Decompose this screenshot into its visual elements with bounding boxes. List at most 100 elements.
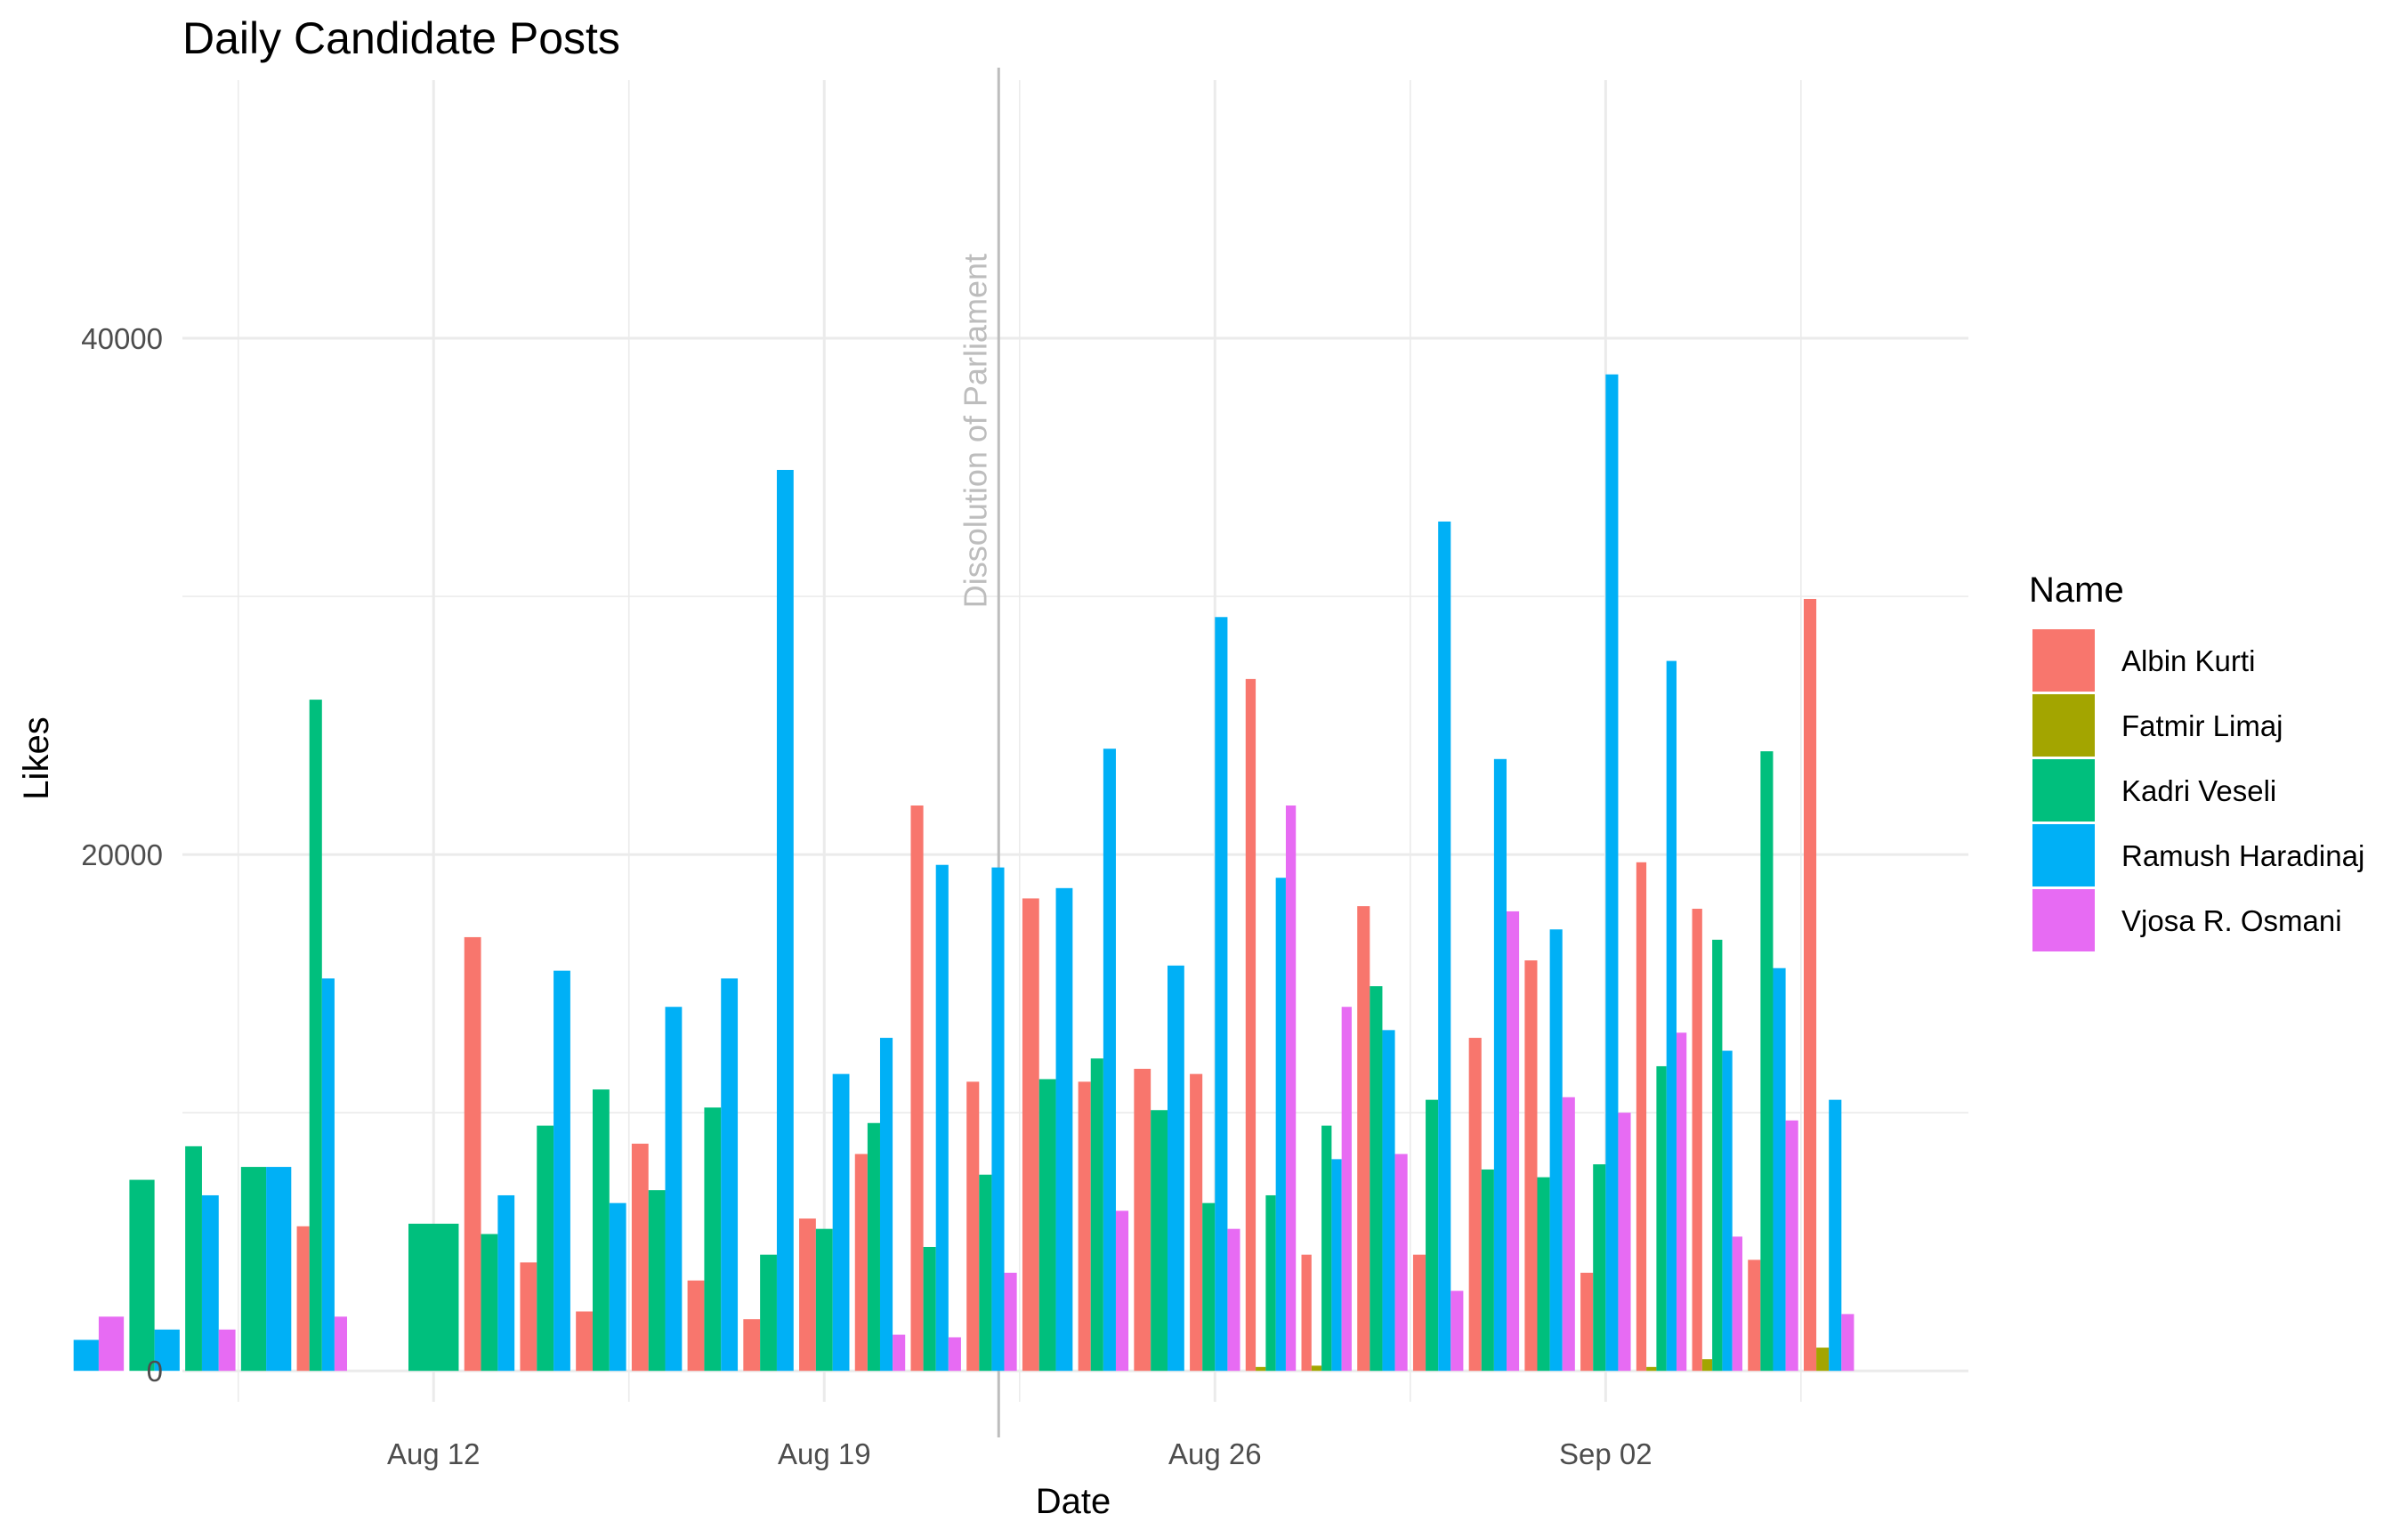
bar bbox=[1537, 1177, 1550, 1372]
bar bbox=[1549, 929, 1563, 1372]
bar bbox=[185, 1145, 202, 1372]
bar bbox=[1038, 1079, 1056, 1372]
bar bbox=[1370, 986, 1383, 1372]
bar bbox=[1167, 965, 1184, 1372]
bar bbox=[815, 1228, 833, 1372]
bar bbox=[1701, 1359, 1713, 1372]
bar bbox=[1692, 909, 1702, 1372]
bar bbox=[1524, 960, 1538, 1372]
bar bbox=[520, 1262, 537, 1372]
bar bbox=[1562, 1097, 1575, 1372]
bar bbox=[1357, 906, 1370, 1372]
bar bbox=[321, 978, 335, 1372]
bar bbox=[1618, 1113, 1631, 1372]
bar bbox=[218, 1329, 236, 1372]
x-tick-label: Aug 26 bbox=[1168, 1437, 1262, 1470]
bar bbox=[1394, 1154, 1408, 1372]
bar bbox=[537, 1125, 554, 1372]
bar bbox=[1202, 1202, 1216, 1372]
bar bbox=[1412, 1254, 1426, 1372]
bar bbox=[1676, 1032, 1687, 1372]
bar bbox=[554, 970, 570, 1372]
bar bbox=[631, 1143, 649, 1372]
bar bbox=[1829, 1099, 1842, 1372]
x-tick-label: Aug 12 bbox=[387, 1437, 481, 1470]
bar bbox=[1605, 374, 1619, 1372]
bar bbox=[592, 1089, 610, 1372]
bar bbox=[1426, 1099, 1439, 1372]
bar bbox=[1646, 1366, 1657, 1372]
bar bbox=[948, 1337, 961, 1372]
bar bbox=[1507, 911, 1520, 1372]
bar bbox=[1115, 1210, 1129, 1372]
bar bbox=[1055, 887, 1073, 1372]
bar bbox=[1760, 751, 1774, 1372]
legend-swatch bbox=[2032, 824, 2095, 886]
bar bbox=[129, 1179, 155, 1372]
bar bbox=[1078, 1081, 1091, 1372]
bar bbox=[743, 1319, 761, 1372]
bar bbox=[648, 1190, 666, 1372]
bar bbox=[609, 1202, 626, 1372]
dissolution-label: Dissolution of Parliament bbox=[957, 254, 993, 608]
bar bbox=[1468, 1038, 1482, 1372]
bar bbox=[665, 1007, 683, 1372]
bar bbox=[154, 1329, 180, 1372]
bar bbox=[1593, 1164, 1606, 1372]
bar bbox=[1785, 1120, 1798, 1372]
bar bbox=[923, 1246, 936, 1372]
bar bbox=[1712, 939, 1723, 1372]
bar bbox=[1773, 967, 1786, 1372]
bar bbox=[1301, 1254, 1312, 1372]
axis-layer: 0 20000 40000 Aug 12 Aug 19 Aug 26 Sep 02 bbox=[81, 322, 1652, 1470]
bar bbox=[464, 936, 481, 1372]
legend: Name Albin Kurti Fatmir Limaj Kadri Veseli… bbox=[2029, 571, 2364, 951]
bar bbox=[1285, 805, 1297, 1372]
bar bbox=[1493, 758, 1507, 1372]
y-axis-title: Likes bbox=[17, 716, 56, 799]
legend-swatch bbox=[2032, 629, 2095, 692]
bar bbox=[760, 1254, 777, 1372]
bar bbox=[1331, 1159, 1342, 1372]
bar bbox=[1803, 598, 1817, 1372]
bar bbox=[73, 1340, 99, 1372]
bar bbox=[1103, 749, 1116, 1372]
bar bbox=[1722, 1050, 1733, 1372]
bars-layer bbox=[73, 374, 1854, 1372]
bar bbox=[1321, 1125, 1332, 1372]
legend-label: Fatmir Limaj bbox=[2121, 709, 2283, 742]
bar bbox=[497, 1194, 515, 1372]
x-tick-label: Aug 19 bbox=[778, 1437, 871, 1470]
bar bbox=[98, 1316, 125, 1372]
bar bbox=[1311, 1365, 1322, 1372]
bar bbox=[966, 1081, 980, 1372]
bar bbox=[1227, 1228, 1240, 1372]
bar bbox=[1004, 1272, 1017, 1372]
y-tick-label: 40000 bbox=[81, 322, 163, 355]
bar bbox=[799, 1218, 816, 1372]
legend-swatch bbox=[2032, 759, 2095, 822]
bar bbox=[1732, 1236, 1742, 1372]
legend-label: Kadri Veseli bbox=[2121, 774, 2276, 807]
bar bbox=[879, 1038, 893, 1372]
y-tick-label: 0 bbox=[147, 1355, 163, 1388]
y-tick-label: 20000 bbox=[81, 838, 163, 871]
legend-items: Albin Kurti Fatmir Limaj Kadri Veseli Ramus… bbox=[2032, 629, 2364, 951]
bar bbox=[854, 1154, 868, 1372]
bar bbox=[309, 700, 322, 1372]
bar bbox=[893, 1334, 906, 1372]
bar bbox=[1450, 1291, 1464, 1372]
bar bbox=[1134, 1068, 1151, 1372]
bar bbox=[1022, 898, 1039, 1372]
bar bbox=[935, 864, 949, 1372]
legend-label: Vjosa R. Osmani bbox=[2121, 904, 2342, 937]
bar bbox=[1438, 521, 1451, 1372]
bar bbox=[1090, 1058, 1103, 1372]
bar bbox=[1190, 1073, 1203, 1372]
bar bbox=[240, 1167, 267, 1372]
bar bbox=[1382, 1030, 1395, 1372]
legend-label: Ramush Haradinaj bbox=[2121, 839, 2364, 872]
bar bbox=[481, 1234, 498, 1372]
